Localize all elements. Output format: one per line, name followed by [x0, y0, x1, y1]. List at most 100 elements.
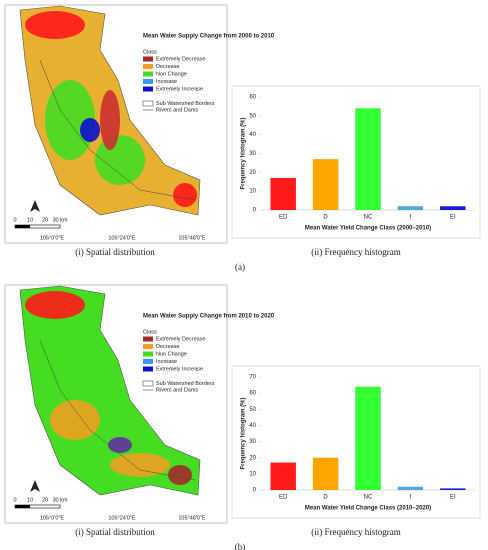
legend-swatch [143, 71, 153, 77]
legend-swatch [143, 64, 153, 69]
map-patch [108, 437, 132, 453]
bar [312, 457, 339, 490]
x-tick-label: ED [279, 215, 288, 221]
chart-caption: (ii) Frequency histogram [311, 247, 400, 257]
scale-label: 10 [27, 497, 33, 503]
y-tick-label: 10 [249, 189, 256, 195]
legend-class-title: Class [143, 49, 157, 55]
legend-label: Extremely Decrease [156, 56, 206, 62]
y-tick-label: 60 [249, 95, 256, 101]
longitude-label: 105°48'0"E [178, 235, 206, 241]
map-patch [25, 11, 85, 39]
x-tick-label: I [410, 215, 412, 221]
y-tick-label: 10 [249, 471, 256, 477]
legend-label: Increase [156, 79, 177, 85]
scale-bar [15, 505, 30, 508]
map-patch [168, 465, 192, 485]
scale-bar [15, 225, 30, 228]
legend-title: Mean Water Supply Change from 2010 to 20… [143, 314, 275, 320]
y-tick-label: 20 [249, 170, 256, 176]
legend-label: Rivers and Dams [156, 107, 198, 113]
legend-label: Extremely Decrease [156, 336, 206, 342]
north-arrow [30, 480, 40, 492]
scale-label: 0 [13, 217, 16, 223]
legend-label: Nun Change [156, 351, 187, 357]
x-tick-label: NC [364, 495, 373, 501]
bar [312, 159, 339, 210]
chart-caption: (ii) Frequency histogram [311, 527, 400, 537]
map-patch [110, 453, 170, 477]
legend-label: Non Change [156, 71, 187, 77]
map-patch [80, 118, 100, 142]
y-tick-label: 50 [249, 407, 256, 413]
y-axis-title: Frequency histogram (%) [241, 117, 247, 189]
map-area [19, 285, 201, 496]
legend-swatch [143, 79, 153, 84]
y-tick-label: 40 [249, 132, 256, 138]
bar [270, 177, 296, 210]
y-axis-title: Frequency histogram (%) [241, 397, 247, 469]
y-tick-label: 30 [249, 439, 256, 445]
x-axis-title: Mean Water Yield Change Class (2000–2010… [305, 226, 431, 232]
scale-label: 20 [42, 217, 48, 223]
map-patch [100, 90, 120, 150]
bar [355, 386, 381, 490]
y-tick-label: 0 [253, 488, 257, 494]
longitude-label: 105°0'0"E [40, 235, 64, 241]
legend-swatch [142, 380, 154, 387]
y-tick-label: 70 [249, 375, 256, 381]
y-tick-label: 50 [249, 113, 256, 119]
legend-label: Decrease [156, 64, 180, 70]
legend-title: Mean Water Supply Change from 2000 to 20… [143, 34, 275, 40]
y-tick-label: 40 [249, 423, 256, 429]
scale-label: 30 km [53, 217, 68, 223]
legend-swatch [143, 336, 153, 342]
scale-label: 10 [27, 217, 33, 223]
x-tick-label: EI [450, 215, 456, 221]
legend-swatch [143, 359, 153, 364]
bar [397, 206, 424, 210]
river [39, 339, 196, 481]
x-axis-title: Mean Water Yield Change Class (2010–2020… [305, 506, 431, 512]
map-patch [25, 291, 85, 319]
bar [440, 488, 466, 490]
longitude-label: 105°24'0"E [108, 235, 136, 241]
legend-swatch [143, 366, 153, 372]
scale-label: 0 [13, 497, 16, 503]
y-tick-label: 20 [249, 455, 256, 461]
panel-label: (b) [235, 542, 246, 550]
x-tick-label: D [323, 495, 328, 501]
legend-swatch [143, 344, 153, 349]
x-tick-label: D [323, 215, 328, 221]
x-tick-label: NC [364, 215, 373, 221]
legend-label: Sub Watershed Borders [156, 381, 215, 387]
y-tick-label: 30 [249, 151, 256, 157]
x-tick-label: ED [279, 495, 288, 501]
map-caption: (i) Spatial distribution [75, 247, 155, 257]
y-tick-label: 0 [253, 208, 257, 214]
legend-label: Decrease [156, 344, 180, 350]
bar [270, 462, 296, 490]
panel-label: (a) [235, 262, 245, 272]
longitude-label: 105°0'0"E [40, 515, 64, 521]
legend-label: Extremely Increase [156, 366, 203, 372]
north-arrow [30, 200, 40, 212]
legend-swatch [143, 351, 153, 357]
longitude-label: 105°48'0"E [178, 515, 206, 521]
map-caption: (i) Spatial distribution [75, 527, 155, 537]
bar [397, 486, 424, 490]
y-tick-label: 60 [249, 391, 256, 397]
scale-label: 30 km [53, 497, 68, 503]
legend-label: Extremely Increase [156, 86, 203, 92]
x-tick-label: I [410, 495, 412, 501]
legend-label: Increase [156, 359, 177, 365]
bar [355, 108, 381, 210]
longitude-label: 105°24'0"E [108, 515, 136, 521]
x-tick-label: EI [450, 495, 456, 501]
legend-class-title: Class [143, 329, 157, 335]
legend-swatch [143, 86, 153, 92]
bar [440, 206, 466, 210]
scale-label: 20 [42, 497, 48, 503]
legend-swatch [143, 56, 153, 62]
